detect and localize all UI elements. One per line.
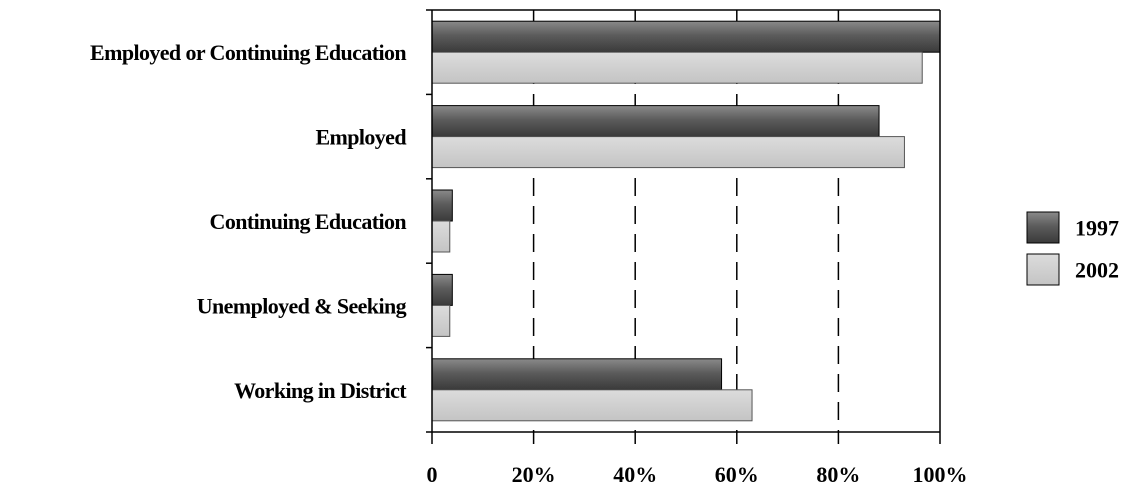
legend-label: 2002 <box>1075 258 1119 283</box>
labels: Employed or Continuing Education Employed… <box>90 40 967 487</box>
x-tick-label: 0 <box>427 462 438 487</box>
x-tick-label: 40% <box>613 462 657 487</box>
bar-2002 <box>431 51 923 84</box>
legend-label: 1997 <box>1075 216 1119 241</box>
bar-1997 <box>431 105 880 138</box>
bar-1997 <box>431 273 453 306</box>
x-tick-label: 20% <box>512 462 556 487</box>
axes <box>426 9 941 444</box>
legend: 1997 2002 <box>1026 211 1119 286</box>
category-label: Unemployed & Seeking <box>197 293 407 318</box>
bar-1997 <box>431 189 453 222</box>
category-label: Working in District <box>234 378 407 403</box>
bar-2002 <box>431 389 753 422</box>
legend-swatch-1997 <box>1026 211 1060 244</box>
legend-swatch-2002 <box>1026 253 1060 286</box>
x-tick-label: 100% <box>913 462 968 487</box>
category-label: Employed or Continuing Education <box>90 40 406 65</box>
category-label: Employed <box>315 125 406 150</box>
bars <box>431 20 941 422</box>
bar-1997 <box>431 358 723 391</box>
bar-2002 <box>431 136 905 169</box>
category-label: Continuing Education <box>210 209 407 234</box>
bar-2002 <box>431 304 451 337</box>
bar-1997 <box>431 20 941 53</box>
bar-2002 <box>431 220 451 253</box>
x-tick-label: 80% <box>816 462 860 487</box>
x-tick-label: 60% <box>715 462 759 487</box>
